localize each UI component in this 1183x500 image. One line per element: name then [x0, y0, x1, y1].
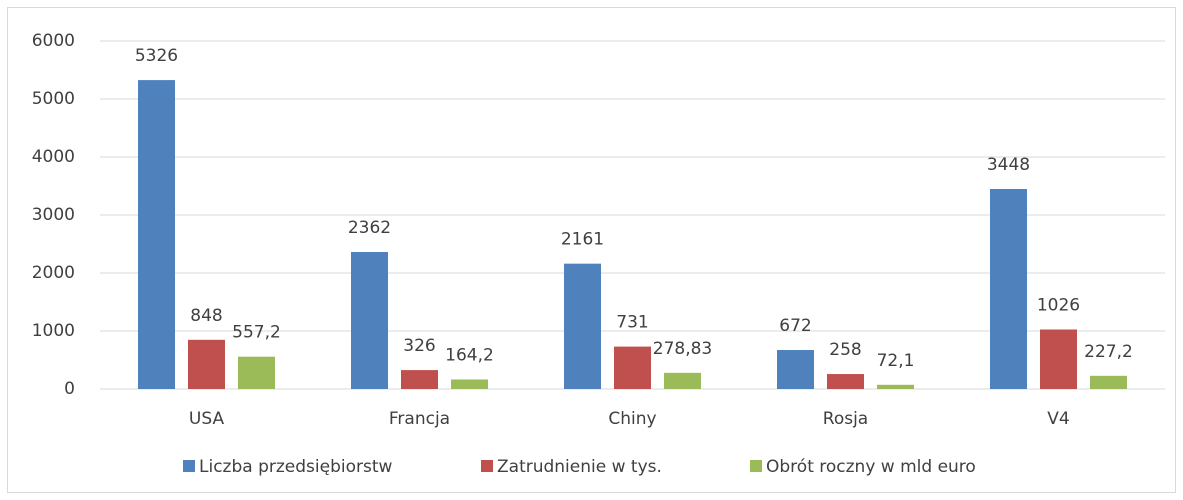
y-tick-label: 3000	[32, 205, 75, 225]
bar	[827, 374, 864, 389]
data-label: 258	[829, 340, 861, 360]
bar	[138, 80, 175, 389]
y-tick-label: 1000	[32, 321, 75, 341]
bar	[664, 372, 701, 389]
data-label: 1026	[1037, 295, 1080, 315]
bar	[614, 346, 651, 389]
legend-swatch	[183, 460, 195, 472]
data-label: 72,1	[877, 351, 915, 371]
data-label: 164,2	[445, 345, 494, 365]
data-label: 278,83	[653, 339, 712, 359]
data-label: 731	[616, 313, 648, 333]
data-label: 3448	[987, 155, 1030, 175]
y-tick-label: 6000	[32, 31, 75, 51]
x-tick-label: USA	[189, 409, 225, 429]
x-tick-label: Francja	[389, 409, 450, 429]
chart-frame	[7, 7, 1176, 493]
legend-label: Obrót roczny w mld euro	[766, 457, 976, 477]
legend-swatch	[481, 460, 493, 472]
bar	[1040, 329, 1077, 389]
bar	[451, 379, 488, 389]
data-label: 227,2	[1084, 342, 1133, 362]
bar	[188, 339, 225, 389]
bar	[1090, 375, 1127, 389]
data-label: 2362	[348, 218, 391, 238]
bar	[877, 384, 914, 389]
y-tick-label: 2000	[32, 263, 75, 283]
data-label: 326	[403, 336, 435, 356]
x-tick-label: Chiny	[608, 409, 656, 429]
legend-swatch	[750, 460, 762, 472]
bar	[401, 370, 438, 389]
data-label: 848	[190, 306, 222, 326]
data-label: 672	[779, 316, 811, 336]
y-tick-label: 4000	[32, 147, 75, 167]
y-tick-label: 0	[64, 379, 75, 399]
bar	[564, 263, 601, 389]
bar	[777, 350, 814, 389]
y-tick-label: 5000	[32, 89, 75, 109]
data-label: 5326	[135, 46, 178, 66]
legend-label: Liczba przedsiębiorstw	[199, 457, 392, 477]
legend-label: Zatrudnienie w tys.	[497, 457, 662, 477]
data-label: 557,2	[232, 323, 281, 343]
bar	[238, 356, 275, 389]
bar	[351, 252, 388, 389]
bar	[990, 189, 1027, 389]
x-tick-label: V4	[1047, 409, 1069, 429]
data-label: 2161	[561, 230, 604, 250]
x-tick-label: Rosja	[823, 409, 868, 429]
